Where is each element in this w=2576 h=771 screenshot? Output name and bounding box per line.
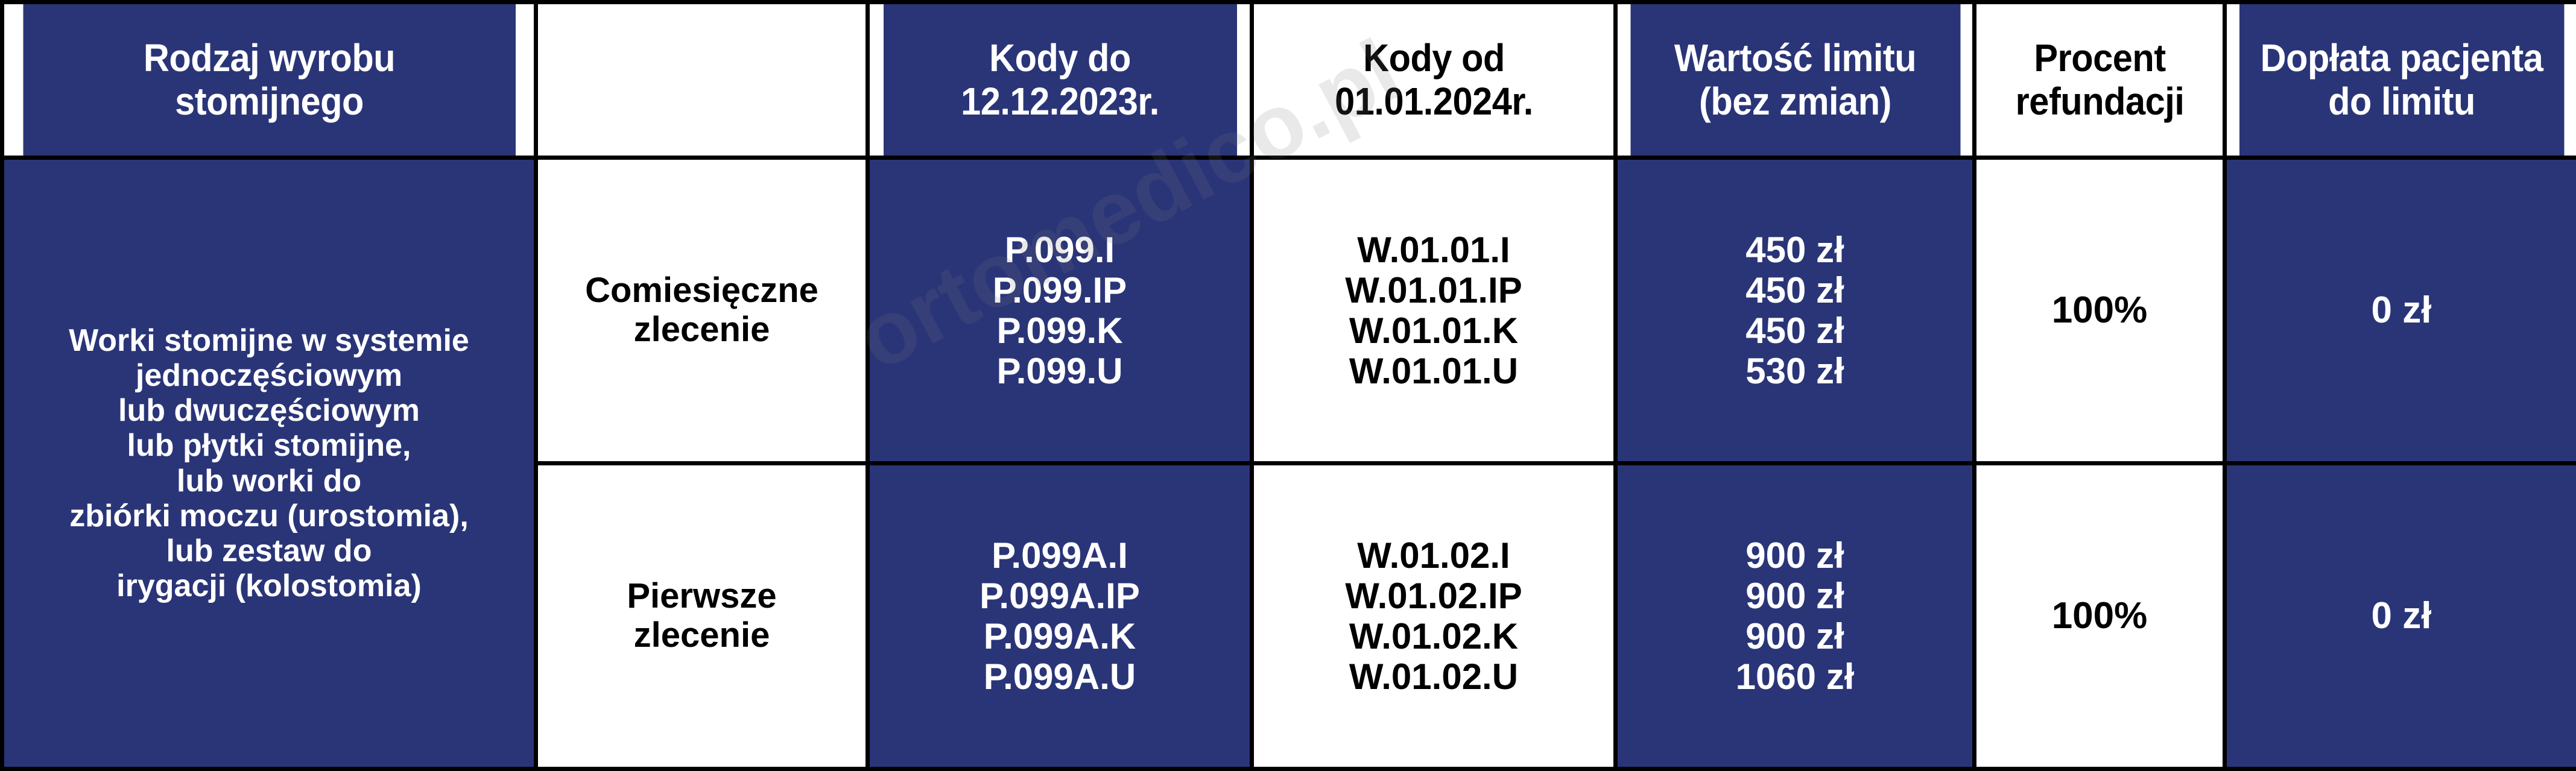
header-cell-limit: Wartość limitu (bez zmian) xyxy=(1628,2,1961,158)
limit-line: 450 zł xyxy=(1622,230,1967,270)
code-line: W.01.02.I xyxy=(1259,535,1609,576)
limit-line: 450 zł xyxy=(1622,310,1967,351)
limit-cell: 450 zł 450 zł 450 zł 530 zł xyxy=(1616,158,1975,464)
table-row: Worki stomijne w systemie jednoczęściowy… xyxy=(2,158,2576,464)
order-type-line: zlecenie xyxy=(543,310,861,350)
code-line: P.099.K xyxy=(875,310,1245,351)
code-line: W.01.02.IP xyxy=(1259,576,1609,616)
product-line: lub zestaw do xyxy=(9,533,529,568)
product-line: irygacji (kolostomia) xyxy=(9,568,529,603)
header-cell-codes-old: Kody do 12.12.2023r. xyxy=(881,2,1238,158)
limit-line: 1060 zł xyxy=(1622,656,1967,697)
header-cell-copay: Dopłata pacjenta do limitu xyxy=(2237,2,2566,158)
order-type-cell: Pierwsze zlecenie xyxy=(536,464,868,769)
code-line: P.099.I xyxy=(875,230,1245,270)
header-cell-percent: Procent refundacji xyxy=(1983,2,2216,158)
order-type-line: Comiesięczne xyxy=(543,271,861,310)
header-line: Wartość limitu xyxy=(1635,37,1955,80)
limit-cell: 900 zł 900 zł 900 zł 1060 zł xyxy=(1616,464,1975,769)
code-line: P.099A.IP xyxy=(875,576,1245,616)
order-type-cell: Comiesięczne zlecenie xyxy=(536,158,868,464)
codes-old-cell: P.099A.I P.099A.IP P.099A.K P.099A.U xyxy=(868,464,1252,769)
header-line: 01.01.2024r. xyxy=(1271,80,1596,124)
header-cell-product: Rodzaj wyrobu stomijnego xyxy=(21,2,517,158)
header-cell-order-type xyxy=(548,2,856,158)
code-line: W.01.01.I xyxy=(1259,230,1609,270)
code-line: W.01.02.K xyxy=(1259,616,1609,656)
header-line: Dopłata pacjenta xyxy=(2244,37,2560,80)
codes-old-cell: P.099.I P.099.IP P.099.K P.099.U xyxy=(868,158,1252,464)
product-line: lub worki do xyxy=(9,464,529,499)
header-line: Kody od xyxy=(1271,37,1596,80)
code-line: P.099A.U xyxy=(875,656,1245,697)
header-cell-codes-new: Kody od 01.01.2024r. xyxy=(1265,2,1603,158)
code-line: P.099.U xyxy=(875,351,1245,391)
code-line: W.01.01.IP xyxy=(1259,270,1609,310)
header-line: do limitu xyxy=(2244,80,2560,124)
codes-new-cell: W.01.01.I W.01.01.IP W.01.01.K W.01.01.U xyxy=(1252,158,1616,464)
header-line: (bez zmian) xyxy=(1635,80,1955,124)
product-line: lub płytki stomijne, xyxy=(9,428,529,463)
limit-line: 900 zł xyxy=(1622,535,1967,576)
percent-cell: 100% xyxy=(1975,464,2225,769)
header-line: refundacji xyxy=(1990,80,2210,124)
copay-cell: 0 zł xyxy=(2225,158,2576,464)
limit-line: 900 zł xyxy=(1622,576,1967,616)
header-line: stomijnego xyxy=(27,80,511,124)
code-line: P.099.IP xyxy=(875,270,1245,310)
code-line: W.01.01.K xyxy=(1259,310,1609,351)
order-type-line: Pierwsze xyxy=(543,577,861,616)
code-line: P.099A.K xyxy=(875,616,1245,656)
header-line: 12.12.2023r. xyxy=(887,80,1232,124)
percent-cell: 100% xyxy=(1975,158,2225,464)
product-line: jednoczęściowym xyxy=(9,358,529,393)
limit-line: 450 zł xyxy=(1622,270,1967,310)
product-line: zbiórki moczu (urostomia), xyxy=(9,499,529,533)
header-line: Kody do xyxy=(887,37,1232,80)
code-line: W.01.01.U xyxy=(1259,351,1609,391)
limit-line: 900 zł xyxy=(1622,616,1967,656)
header-line: Rodzaj wyrobu xyxy=(27,37,511,80)
product-line: Worki stomijne w systemie xyxy=(9,323,529,358)
codes-new-cell: W.01.02.I W.01.02.IP W.01.02.K W.01.02.U xyxy=(1252,464,1616,769)
header-line: Procent xyxy=(1990,37,2210,80)
order-type-line: zlecenie xyxy=(543,616,861,655)
limit-line: 530 zł xyxy=(1622,351,1967,391)
table-header-row: Rodzaj wyrobu stomijnego Kody do 12.12.2… xyxy=(2,2,2576,158)
product-description-cell: Worki stomijne w systemie jednoczęściowy… xyxy=(2,158,536,769)
code-line: W.01.02.U xyxy=(1259,656,1609,697)
product-line: lub dwuczęściowym xyxy=(9,393,529,428)
copay-cell: 0 zł xyxy=(2225,464,2576,769)
code-line: P.099A.I xyxy=(875,535,1245,576)
